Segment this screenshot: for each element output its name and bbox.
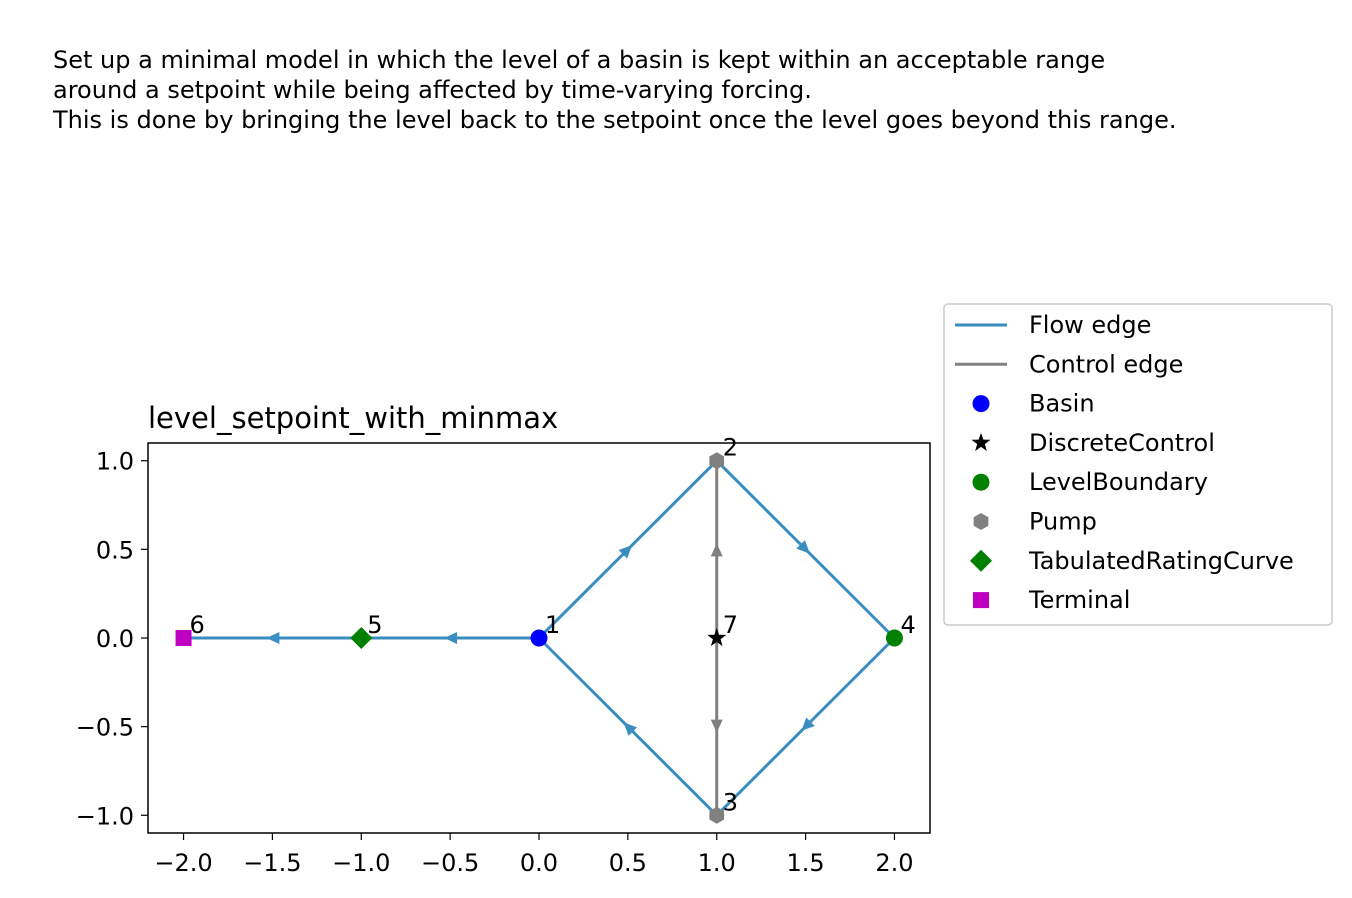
legend-frame	[943, 303, 1333, 626]
y-tick-label: −0.5	[76, 714, 134, 742]
legend-label: Terminal	[1028, 586, 1130, 614]
x-tick-label: −0.5	[421, 849, 479, 877]
flow-edge-arrow	[266, 632, 280, 644]
node-discretecontrol	[707, 628, 727, 647]
x-tick-label: 0.5	[609, 849, 647, 877]
node-pump	[709, 806, 725, 824]
legend-label: Basin	[1029, 390, 1095, 418]
legend-label: Control edge	[1029, 350, 1183, 378]
nodes-layer	[175, 452, 903, 824]
y-tick-label: −1.0	[76, 802, 134, 830]
node-terminal	[175, 630, 192, 646]
legend-marker-swatch	[971, 432, 991, 451]
description-line: around a setpoint while being affected b…	[53, 76, 812, 104]
node-id-label: 2	[723, 434, 738, 462]
legend-label: Pump	[1029, 508, 1097, 536]
node-labels-layer: 1 2 3 4 5 6 7	[190, 434, 916, 817]
node-pump	[709, 452, 725, 470]
x-tick-label: 0.0	[520, 849, 558, 877]
node-levelboundary	[885, 629, 903, 647]
legend-items: Flow edge Control edge Basin DiscreteContro…	[955, 311, 1294, 614]
legend-label: DiscreteControl	[1029, 429, 1215, 457]
y-tick-label: 0.5	[96, 536, 134, 564]
flow-edge-arrow	[444, 632, 458, 644]
flow-edge-arrow	[801, 717, 815, 731]
chart-title: level_setpoint_with_minmax	[148, 401, 558, 435]
node-id-label: 7	[723, 611, 738, 639]
description-line: This is done by bringing the level back …	[53, 106, 1177, 134]
node-id-label: 4	[900, 611, 915, 639]
node-id-label: 6	[190, 611, 205, 639]
node-tabulatedratingcurve	[350, 627, 373, 649]
node-basin	[530, 629, 548, 647]
x-tick-label: −1.0	[332, 849, 390, 877]
flow-edge-arrow	[623, 722, 638, 736]
legend-marker-swatch	[973, 513, 989, 530]
y-tick-label: 0.0	[96, 625, 134, 653]
description-line: Set up a minimal model in which the leve…	[53, 46, 1106, 74]
x-tick-label: 1.0	[698, 849, 736, 877]
legend-label: TabulatedRatingCurve	[1028, 547, 1294, 575]
flow-edge-arrow	[618, 545, 633, 559]
legend-marker-swatch	[973, 592, 989, 609]
x-tick-label: −2.0	[154, 849, 212, 877]
x-tick-label: 2.0	[875, 849, 913, 877]
control-edge-arrow	[710, 719, 723, 733]
y-tick-label: 1.0	[96, 448, 134, 476]
edges-layer	[183, 459, 896, 817]
node-id-label: 3	[723, 788, 738, 816]
axis-ticks: −2.0 −1.5 −1.0 −0.5 0.0 0.5 1.0 1.5 2.0 −1.0 −0.5 0…	[76, 448, 914, 877]
legend-marker-swatch	[972, 473, 990, 491]
node-id-label: 5	[367, 611, 382, 639]
x-tick-label: 1.5	[787, 849, 825, 877]
flow-edge-arrow	[796, 540, 810, 554]
x-tick-label: −1.5	[243, 849, 301, 877]
legend-marker-swatch	[970, 549, 992, 572]
description: Set up a minimal model in which the leve…	[53, 45, 1176, 135]
legend: Flow edge Control edge Basin DiscreteContro…	[943, 303, 1333, 626]
legend-marker-swatch	[972, 395, 990, 413]
control-edge-arrow	[710, 543, 723, 557]
node-id-label: 1	[545, 611, 560, 639]
legend-label: Flow edge	[1029, 311, 1151, 339]
legend-label: LevelBoundary	[1029, 468, 1208, 496]
